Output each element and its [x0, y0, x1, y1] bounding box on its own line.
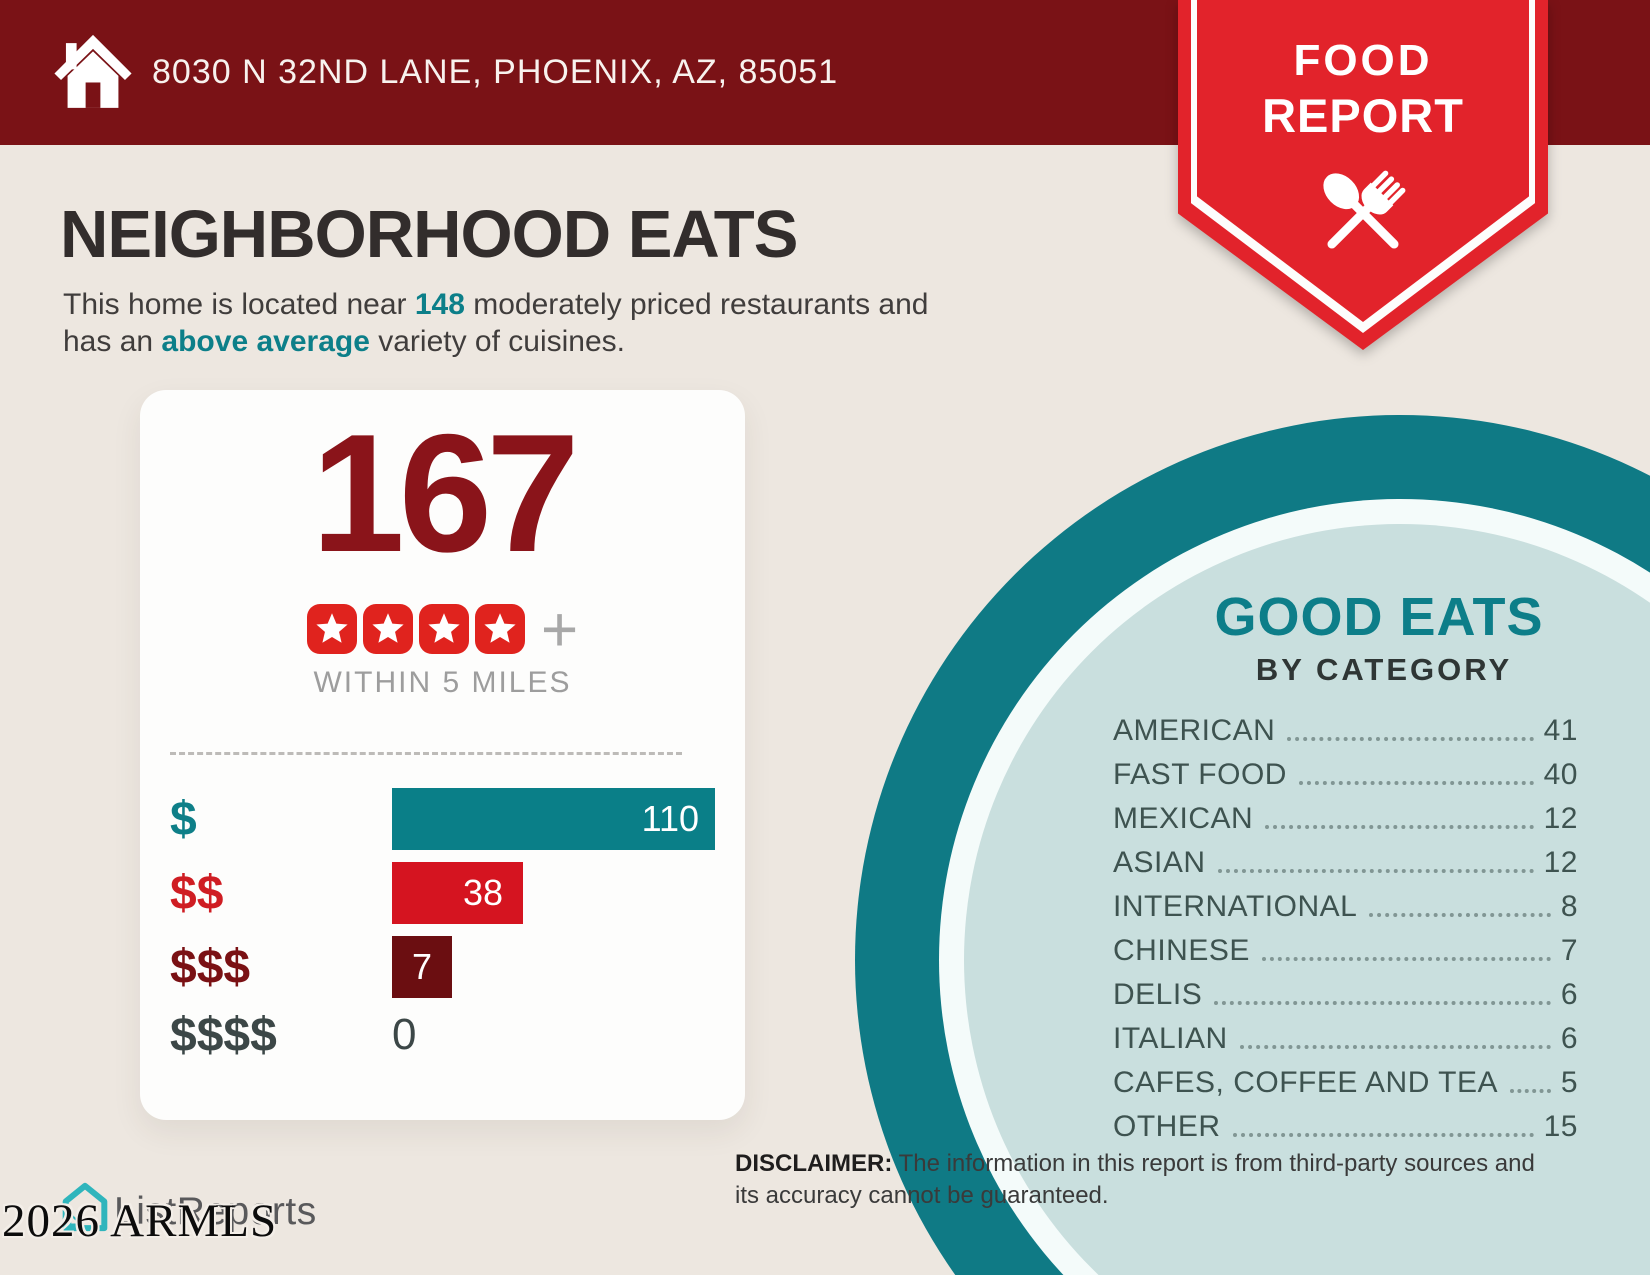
dotted-leader	[1265, 825, 1534, 829]
radius-caption: WITHIN 5 MILES	[313, 666, 572, 699]
home-icon	[54, 34, 132, 108]
property-address: 8030 N 32ND LANE, PHOENIX, AZ, 85051	[152, 53, 839, 91]
category-value: 12	[1543, 846, 1578, 879]
star-rating: +	[140, 593, 745, 665]
category-label: OTHER	[1113, 1110, 1221, 1143]
bar-value: 38	[462, 872, 503, 913]
restaurant-summary-card: 167 + WITHIN 5 MILES $ 110 $$ 38 $$$ 7	[140, 390, 745, 1120]
category-row: OTHER 15	[1113, 1110, 1578, 1144]
disclaimer-label: DISCLAIMER:	[735, 1150, 893, 1177]
ribbon-title-line2: REPORT	[1262, 89, 1464, 142]
category-value: 5	[1560, 1066, 1578, 1099]
subtitle-text: moderately priced restaurants and	[464, 288, 929, 321]
category-value: 40	[1543, 758, 1578, 791]
dotted-leader	[1214, 1001, 1551, 1005]
dotted-leader	[1261, 957, 1551, 961]
restaurant-count: 148	[414, 288, 465, 321]
page-subtitle: This home is located near 148 moderately…	[63, 286, 929, 360]
dotted-leader	[1510, 1089, 1551, 1093]
category-value: 7	[1560, 934, 1578, 967]
category-value: 41	[1543, 714, 1578, 747]
category-row: DELIS 6	[1113, 978, 1578, 1012]
category-value: 6	[1560, 978, 1578, 1011]
price-row-4: $$$$ 0	[140, 1004, 745, 1066]
ribbon-title-line1: FOOD	[1293, 36, 1433, 85]
bar-value: 110	[641, 798, 699, 839]
dotted-leader	[1232, 1133, 1534, 1137]
category-row: CAFES, COFFEE AND TEA 5	[1113, 1066, 1578, 1100]
category-row: ITALIAN 6	[1113, 1022, 1578, 1056]
category-row: FAST FOOD 40	[1113, 758, 1578, 792]
price-tier-label: $$$$	[170, 1008, 277, 1062]
subtitle-text: This home is located near	[63, 288, 415, 321]
price-tier-label: $$$	[170, 940, 251, 994]
category-label: ASIAN	[1113, 846, 1206, 879]
dotted-leader	[1287, 737, 1534, 741]
category-value: 15	[1543, 1110, 1578, 1143]
price-tier-label: $	[170, 792, 197, 846]
star-icon	[418, 604, 469, 654]
bar-price-2: 38	[392, 862, 523, 924]
category-label: CHINESE	[1113, 934, 1250, 967]
divider	[170, 752, 682, 755]
food-report-ribbon: FOOD REPORT	[1178, 0, 1548, 350]
price-row-3: $$$ 7	[140, 936, 745, 998]
category-row: CHINESE 7	[1113, 934, 1578, 968]
listreports-logo-text: ListReports	[114, 1190, 317, 1233]
star-icon	[306, 604, 357, 654]
price-tier-label: $$	[170, 866, 224, 920]
category-label: ITALIAN	[1113, 1022, 1228, 1055]
price-row-1: $ 110	[140, 788, 745, 850]
category-label: FAST FOOD	[1113, 758, 1287, 791]
price-row-2: $$ 38	[140, 862, 745, 924]
category-value: 6	[1560, 1022, 1578, 1055]
category-row: ASIAN 12	[1113, 846, 1578, 880]
page-title: NEIGHBORHOOD EATS	[60, 197, 798, 272]
category-row: AMERICAN 41	[1113, 714, 1578, 748]
category-label: AMERICAN	[1113, 714, 1276, 747]
armls-watermark: 2026 ARMLS	[2, 1195, 278, 1247]
variety-highlight: above average	[161, 325, 370, 358]
disclaimer: DISCLAIMER: The information in this repo…	[735, 1148, 1535, 1212]
star-icon	[474, 604, 525, 654]
plus-icon: +	[540, 593, 579, 665]
disclaimer-text: The information in this report is from t…	[735, 1150, 1535, 1209]
subtitle-text: has an	[63, 325, 162, 358]
bar-price-1: 110	[392, 788, 715, 850]
good-eats-subtitle: BY CATEGORY	[1255, 652, 1513, 687]
category-row: MEXICAN 12	[1113, 802, 1578, 836]
subtitle-text: variety of cuisines.	[369, 325, 625, 358]
bar-value: 7	[411, 946, 433, 987]
dotted-leader	[1239, 1045, 1551, 1049]
good-eats-title: GOOD EATS	[1214, 587, 1544, 647]
dotted-leader	[1298, 781, 1534, 785]
category-label: MEXICAN	[1113, 802, 1254, 835]
listreports-logo-icon	[62, 1182, 108, 1232]
bar-price-3: 7	[392, 936, 452, 998]
dotted-leader	[1369, 913, 1551, 917]
category-label: CAFES, COFFEE AND TEA	[1113, 1066, 1499, 1099]
total-restaurants: 167	[311, 399, 579, 587]
dotted-leader	[1217, 869, 1534, 873]
bar-value: 0	[392, 1010, 417, 1059]
category-label: DELIS	[1113, 978, 1203, 1011]
good-eats-category-list: AMERICAN 41 FAST FOOD 40 MEXICAN 12 ASIAN 12…	[1113, 714, 1578, 1158]
category-label: INTERNATIONAL	[1113, 890, 1358, 923]
category-row: INTERNATIONAL 8	[1113, 890, 1578, 924]
category-value: 12	[1543, 802, 1578, 835]
category-value: 8	[1560, 890, 1578, 923]
spoon-fork-icon	[1323, 170, 1406, 249]
star-icon	[362, 604, 413, 654]
